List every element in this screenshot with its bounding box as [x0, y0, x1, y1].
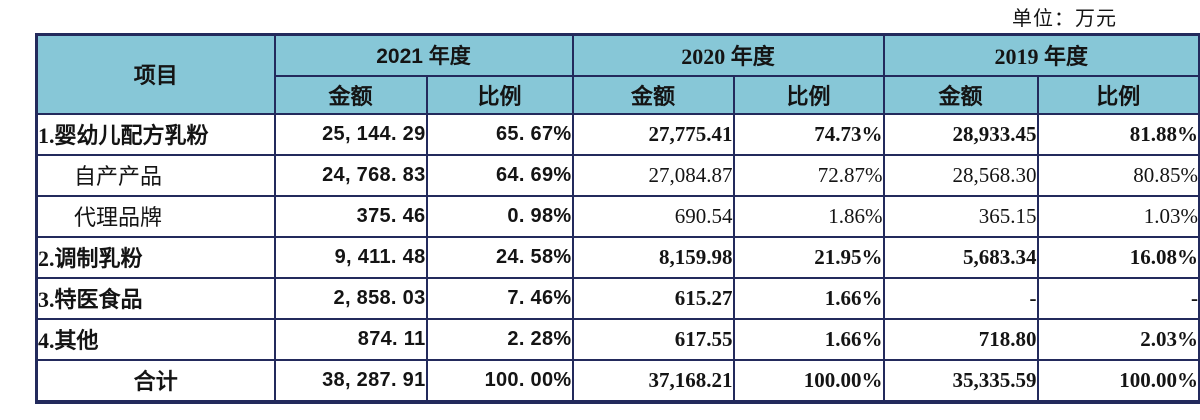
- header-sub-row: 金额 比例 金额 比例 金额 比例: [37, 74, 1200, 115]
- header-amount-2019: 金额: [882, 74, 1039, 115]
- header-year-2019: 2019 年度: [882, 33, 1200, 77]
- row-label: 合计: [35, 358, 276, 403]
- cell-ratio-2020: 74.73%: [732, 112, 885, 156]
- cell-ratio-2019: 16.08%: [1036, 235, 1200, 279]
- table-row: 自产产品 24, 768. 83 64. 69% 27,084.87 72.87% 28,…: [35, 153, 1200, 197]
- cell-ratio-2019: 80.85%: [1036, 153, 1200, 197]
- cell-amount-2021: 2, 858. 03: [273, 276, 428, 320]
- cell-amount-2020: 27,084.87: [571, 153, 735, 197]
- cell-ratio-2021: 65. 67%: [425, 112, 574, 156]
- cell-amount-2020: 8,159.98: [571, 235, 735, 279]
- cell-ratio-2020: 1.86%: [732, 194, 885, 238]
- row-label: 代理品牌: [35, 194, 276, 238]
- cell-ratio-2020: 1.66%: [732, 276, 885, 320]
- table-row: 1.婴幼儿配方乳粉 25, 144. 29 65. 67% 27,775.41 74.7…: [35, 112, 1200, 156]
- cell-ratio-2020: 21.95%: [732, 235, 885, 279]
- cell-amount-2019: 28,933.45: [882, 112, 1039, 156]
- cell-ratio-2021: 7. 46%: [425, 276, 574, 320]
- cell-ratio-2019: 1.03%: [1036, 194, 1200, 238]
- header-year-row: 项目 2021 年度 2020 年度 2019 年度: [35, 33, 1200, 115]
- cell-ratio-2019: 100.00%: [1036, 358, 1200, 403]
- cell-ratio-2021: 100. 00%: [425, 358, 574, 403]
- cell-ratio-2019: 81.88%: [1036, 112, 1200, 156]
- cell-amount-2019: 28,568.30: [882, 153, 1039, 197]
- cell-ratio-2019: -: [1036, 276, 1200, 320]
- cell-amount-2019: 365.15: [882, 194, 1039, 238]
- header-year-2021: 2021 年度: [273, 33, 574, 77]
- cell-amount-2020: 615.27: [571, 276, 735, 320]
- cell-ratio-2021: 64. 69%: [425, 153, 574, 197]
- header-amount-2021: 金额: [273, 74, 428, 115]
- cell-ratio-2021: 0. 98%: [425, 194, 574, 238]
- row-label: 4.其他: [35, 317, 276, 361]
- cell-amount-2020: 37,168.21: [571, 358, 735, 403]
- cell-amount-2021: 24, 768. 83: [273, 153, 428, 197]
- header-amount-2020: 金额: [571, 74, 735, 115]
- header-item: 项目: [35, 33, 276, 115]
- cell-ratio-2020: 100.00%: [732, 358, 885, 403]
- cell-amount-2021: 9, 411. 48: [273, 235, 428, 279]
- cell-amount-2021: 38, 287. 91: [273, 358, 428, 403]
- row-label: 2.调制乳粉: [35, 235, 276, 279]
- unit-label: 单位：万元: [1012, 8, 1117, 30]
- row-label: 自产产品: [35, 153, 276, 197]
- cell-amount-2020: 690.54: [571, 194, 735, 238]
- header-ratio-2021: 比例: [425, 74, 574, 115]
- row-label: 1.婴幼儿配方乳粉: [35, 112, 276, 156]
- cell-amount-2020: 617.55: [571, 317, 735, 361]
- revenue-breakdown-table: 项目 2021 年度 2020 年度 2019 年度 金额 比例 金额 比例 金…: [35, 33, 1200, 404]
- header-ratio-2019: 比例: [1036, 74, 1200, 115]
- cell-ratio-2021: 24. 58%: [425, 235, 574, 279]
- cell-ratio-2021: 2. 28%: [425, 317, 574, 361]
- table-body: 1.婴幼儿配方乳粉 25, 144. 29 65. 67% 27,775.41 74.7…: [35, 112, 1200, 403]
- cell-amount-2020: 27,775.41: [571, 112, 735, 156]
- total-row: 合计 38, 287. 91 100. 00% 37,168.21 100.00% 35,…: [35, 358, 1200, 403]
- row-label: 3.特医食品: [35, 276, 276, 320]
- table-row: 4.其他 874. 11 2. 28% 617.55 1.66% 718.80 2.03%: [35, 317, 1200, 361]
- table-header: 项目 2021 年度 2020 年度 2019 年度 金额 比例 金额 比例 金…: [35, 33, 1200, 115]
- table-row: 2.调制乳粉 9, 411. 48 24. 58% 8,159.98 21.95% 5,6…: [35, 235, 1200, 279]
- cell-ratio-2020: 72.87%: [732, 153, 885, 197]
- cell-amount-2019: -: [882, 276, 1039, 320]
- table-row: 代理品牌 375. 46 0. 98% 690.54 1.86% 365.15 1.03%: [35, 194, 1200, 238]
- cell-amount-2019: 35,335.59: [882, 358, 1039, 403]
- table-row: 3.特医食品 2, 858. 03 7. 46% 615.27 1.66% - -: [35, 276, 1200, 320]
- cell-amount-2021: 25, 144. 29: [273, 112, 428, 156]
- cell-amount-2019: 718.80: [882, 317, 1039, 361]
- cell-amount-2021: 375. 46: [273, 194, 428, 238]
- cell-ratio-2020: 1.66%: [732, 317, 885, 361]
- cell-amount-2019: 5,683.34: [882, 235, 1039, 279]
- cell-amount-2021: 874. 11: [273, 317, 428, 361]
- header-year-2020: 2020 年度: [571, 33, 885, 77]
- header-ratio-2020: 比例: [732, 74, 885, 115]
- cell-ratio-2019: 2.03%: [1036, 317, 1200, 361]
